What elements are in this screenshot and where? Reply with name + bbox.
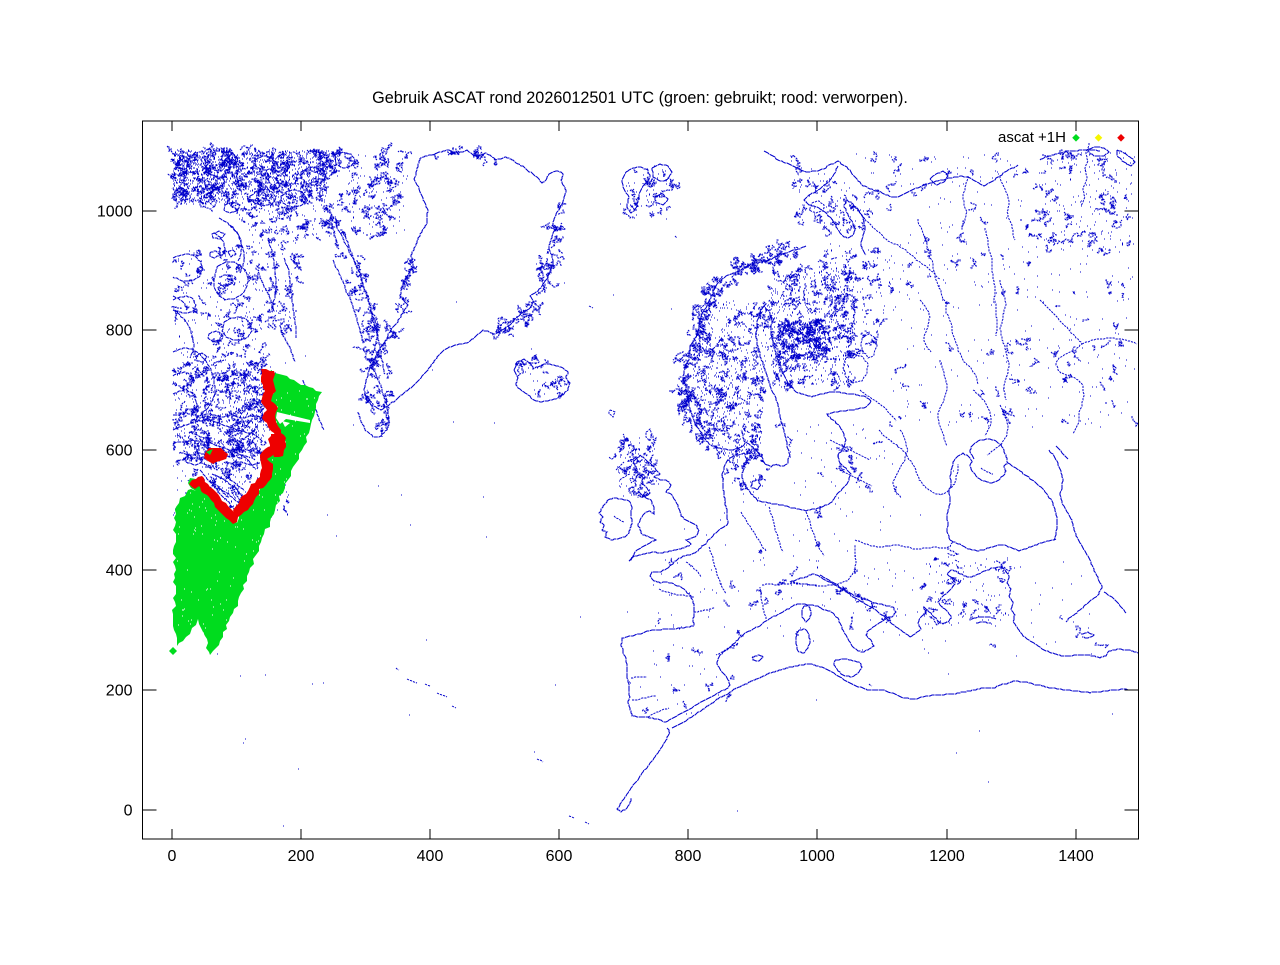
svg-text:800: 800 [106,323,133,340]
svg-text:400: 400 [106,563,133,580]
svg-text:1000: 1000 [799,848,835,865]
svg-text:0: 0 [124,803,133,820]
svg-text:1400: 1400 [1058,848,1094,865]
svg-text:1200: 1200 [929,848,965,865]
svg-text:1000: 1000 [97,204,133,221]
svg-text:200: 200 [106,683,133,700]
svg-text:200: 200 [288,848,315,865]
svg-text:600: 600 [106,443,133,460]
svg-text:Gebruik ASCAT rond 2026012501: Gebruik ASCAT rond 2026012501 UTC (groen… [372,89,908,107]
svg-text:0: 0 [168,848,177,865]
svg-text:800: 800 [675,848,702,865]
svg-text:600: 600 [546,848,573,865]
svg-text:400: 400 [417,848,444,865]
svg-text:ascat +1H: ascat +1H [998,129,1066,146]
